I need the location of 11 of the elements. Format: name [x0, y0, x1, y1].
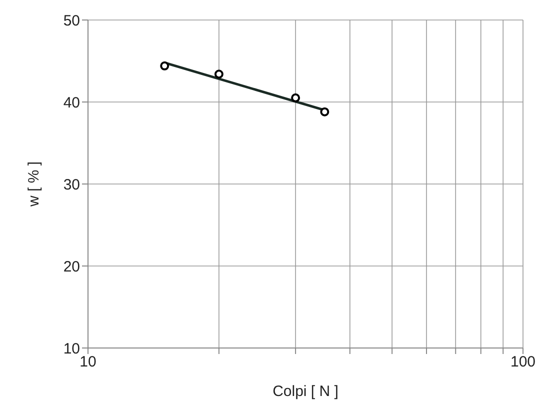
- y-tick-label: 50: [63, 12, 80, 30]
- y-tick-label: 30: [63, 176, 80, 194]
- y-tick-label: 20: [63, 258, 80, 276]
- x-tick-label: 100: [510, 354, 536, 371]
- point: [320, 107, 330, 116]
- point: [160, 61, 170, 70]
- y-tick-label: 40: [63, 94, 80, 112]
- y-tick-label: 10: [63, 340, 80, 358]
- y-axis-title: w [ % ]: [25, 161, 42, 208]
- point: [214, 70, 224, 79]
- x-axis-title: Colpi [ N ]: [272, 383, 338, 400]
